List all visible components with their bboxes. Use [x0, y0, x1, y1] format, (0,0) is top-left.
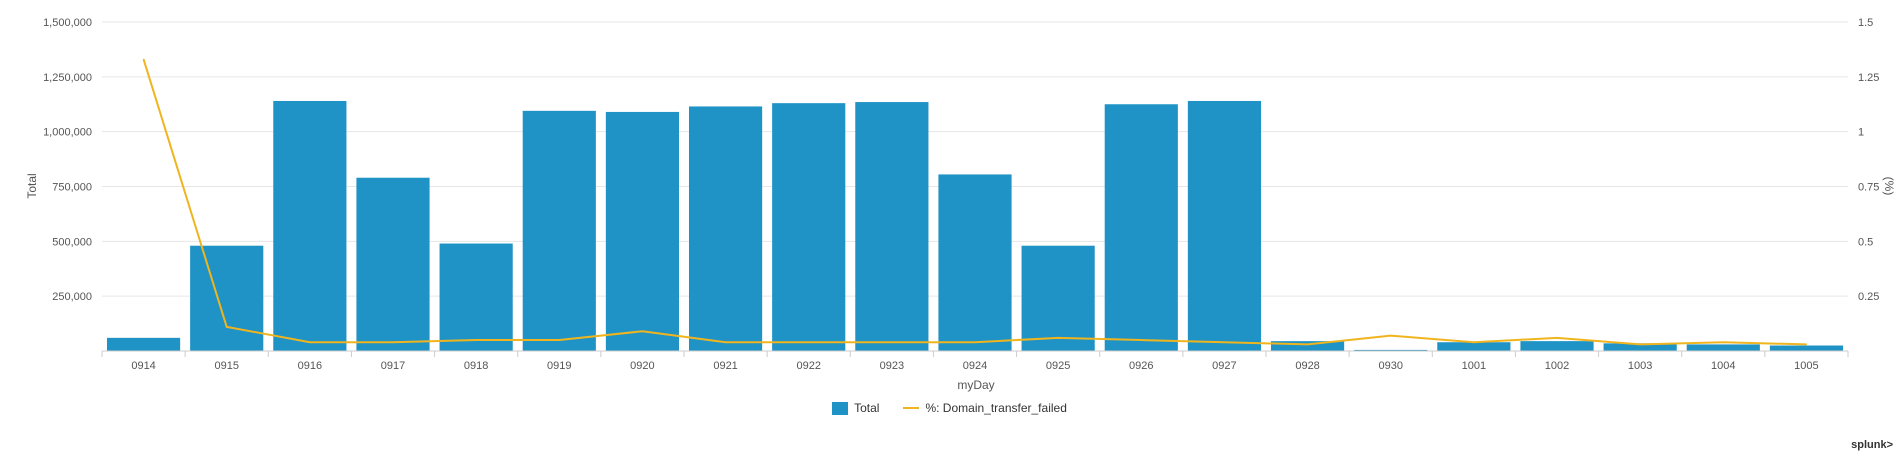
y-tick-label: 750,000 [52, 182, 92, 194]
y-tick-label: 1,250,000 [43, 72, 92, 84]
bar-total-1001 [1437, 342, 1511, 351]
y-tick-label: 500,000 [52, 236, 92, 248]
point-domain-transfer-failed-1002 [1556, 337, 1558, 339]
bar-total-0921 [688, 106, 763, 352]
bar-total-1002 [1520, 341, 1594, 351]
x-tick-label-1003: 1003 [1628, 360, 1652, 372]
point-domain-transfer-failed-0917 [392, 341, 394, 343]
point-domain-transfer-failed-0920 [641, 330, 643, 332]
y-axis-title: Total [25, 173, 39, 198]
bar-total-1005 [1769, 345, 1844, 351]
x-tick-label-0930: 0930 [1378, 360, 1402, 372]
point-domain-transfer-failed-0927 [1223, 341, 1225, 343]
x-tick-label-0919: 0919 [547, 360, 571, 372]
bar-total-0924 [938, 174, 1012, 351]
x-tick-label-0928: 0928 [1295, 360, 1319, 372]
x-tick-label-0926: 0926 [1129, 360, 1153, 372]
bar-series [106, 100, 1844, 352]
legend-label-total: Total [854, 401, 880, 415]
x-tick-label-0914: 0914 [131, 360, 155, 372]
point-domain-transfer-failed-0914 [143, 58, 145, 60]
bar-total-0926 [1104, 104, 1178, 351]
y2-tick-label: 0.5 [1858, 236, 1873, 248]
bar-total-0916 [273, 100, 347, 352]
point-domain-transfer-failed-0928 [1307, 343, 1309, 345]
point-domain-transfer-failed-1003 [1639, 343, 1641, 345]
x-tick-label-1001: 1001 [1462, 360, 1486, 372]
x-tick-label-0920: 0920 [630, 360, 654, 372]
point-domain-transfer-failed-0921 [725, 341, 727, 343]
x-tick-label-1004: 1004 [1711, 360, 1735, 372]
bar-total-0927 [1187, 100, 1262, 352]
point-domain-transfer-failed-0926 [1140, 339, 1142, 341]
x-tick-label-0922: 0922 [796, 360, 820, 372]
splunk-logo: splunk> [1851, 439, 1893, 451]
point-domain-transfer-failed-0924 [974, 341, 976, 343]
x-tick-label-0927: 0927 [1212, 360, 1236, 372]
legend: Total %: Domain_transfer_failed [0, 401, 1899, 415]
y2-tick-label: 0.25 [1858, 291, 1879, 303]
bar-total-0920 [605, 111, 680, 351]
bar-total-0918 [439, 243, 513, 351]
x-tick-label-0923: 0923 [880, 360, 904, 372]
point-domain-transfer-failed-0922 [808, 341, 810, 343]
y-tick-label: 250,000 [52, 291, 92, 303]
x-tick-label-1005: 1005 [1794, 360, 1818, 372]
y2-axis-title: (%) [1882, 177, 1896, 196]
line-series [142, 58, 1807, 346]
bar-total-1004 [1686, 344, 1760, 351]
x-tick-label-1002: 1002 [1545, 360, 1569, 372]
point-domain-transfer-failed-0918 [475, 339, 477, 341]
point-domain-transfer-failed-1004 [1722, 341, 1724, 343]
x-axis-title: myDay [957, 378, 994, 392]
x-tick-label-0921: 0921 [713, 360, 737, 372]
point-domain-transfer-failed-0923 [891, 341, 893, 343]
legend-item-domain-transfer-failed[interactable]: %: Domain_transfer_failed [903, 401, 1067, 415]
point-domain-transfer-failed-0930 [1390, 335, 1392, 337]
y2-tick-label: 0.75 [1858, 182, 1879, 194]
legend-label-domain-transfer-failed: %: Domain_transfer_failed [925, 401, 1067, 415]
point-domain-transfer-failed-0916 [309, 341, 311, 343]
bar-total-0930 [1354, 349, 1428, 351]
axes: 1,500,000 1.5 1,250,000 1.25 1,000,000 1 750,0… [43, 17, 1879, 372]
y2-tick-label: 1.25 [1858, 72, 1879, 84]
legend-swatch-domain-transfer-failed [903, 407, 920, 409]
x-tick-label-0916: 0916 [298, 360, 322, 372]
point-domain-transfer-failed-0925 [1057, 337, 1059, 339]
bar-total-0915 [190, 245, 264, 351]
point-domain-transfer-failed-1001 [1473, 341, 1475, 343]
legend-item-total[interactable]: Total [832, 401, 879, 415]
bar-total-0923 [855, 102, 929, 351]
x-tick-label-0925: 0925 [1046, 360, 1070, 372]
y-tick-label: 1,500,000 [43, 17, 92, 29]
bar-total-0914 [106, 337, 181, 351]
bar-total-1003 [1603, 343, 1677, 351]
x-tick-label-0915: 0915 [214, 360, 238, 372]
bar-total-0917 [356, 177, 430, 351]
y-tick-label: 1,000,000 [43, 127, 92, 139]
x-tick-label-0917: 0917 [381, 360, 405, 372]
y2-tick-label: 1.5 [1858, 17, 1873, 29]
bar-total-0919 [522, 110, 596, 351]
point-domain-transfer-failed-1005 [1805, 343, 1807, 345]
bar-total-0925 [1021, 245, 1095, 351]
bar-total-0922 [772, 103, 846, 351]
point-domain-transfer-failed-0919 [558, 339, 560, 341]
point-domain-transfer-failed-0915 [226, 326, 228, 328]
legend-swatch-total [832, 401, 849, 415]
x-tick-label-0924: 0924 [963, 360, 987, 372]
y2-tick-label: 1 [1858, 127, 1864, 139]
x-tick-label-0918: 0918 [464, 360, 488, 372]
bar-total-0928 [1270, 341, 1345, 351]
